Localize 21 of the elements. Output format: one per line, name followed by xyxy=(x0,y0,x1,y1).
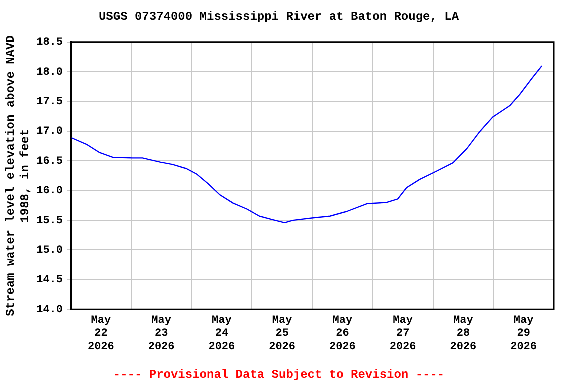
y-tick-label: 17.0 xyxy=(36,126,63,138)
y-tick-label: 18.5 xyxy=(36,37,64,50)
y-tick-label: 17.5 xyxy=(36,96,64,109)
y-tick-label: 14.5 xyxy=(36,274,64,287)
x-tick-label: May 25 2026 xyxy=(269,314,296,354)
x-tick-label: May 29 2026 xyxy=(510,314,538,354)
y-tick-label: 18.0 xyxy=(36,66,63,79)
y-tick-label: 15.0 xyxy=(36,244,63,257)
y-axis-title: Stream water level elevation above NAVD 1988, in feet xyxy=(4,36,33,316)
x-tick-label: May 23 2026 xyxy=(148,314,175,354)
y-tick-label: 15.5 xyxy=(36,215,64,228)
x-tick-label: May 27 2026 xyxy=(390,314,416,354)
y-tick-label: 16.0 xyxy=(36,186,63,198)
chart-title: USGS 07374000 Mississippi River at Baton Rouge, LA xyxy=(98,10,460,24)
y-tick-label: 16.5 xyxy=(36,156,64,168)
x-tick-label: May 26 2026 xyxy=(329,314,356,354)
x-tick-label: May 28 2026 xyxy=(450,314,477,354)
y-tick-label: 14.0 xyxy=(36,304,63,316)
x-tick-label: May 22 2026 xyxy=(88,314,114,354)
x-tick-label: May 24 2026 xyxy=(208,314,236,354)
text: ---- Provisional Data Subject to Revision ---- xyxy=(113,368,445,382)
